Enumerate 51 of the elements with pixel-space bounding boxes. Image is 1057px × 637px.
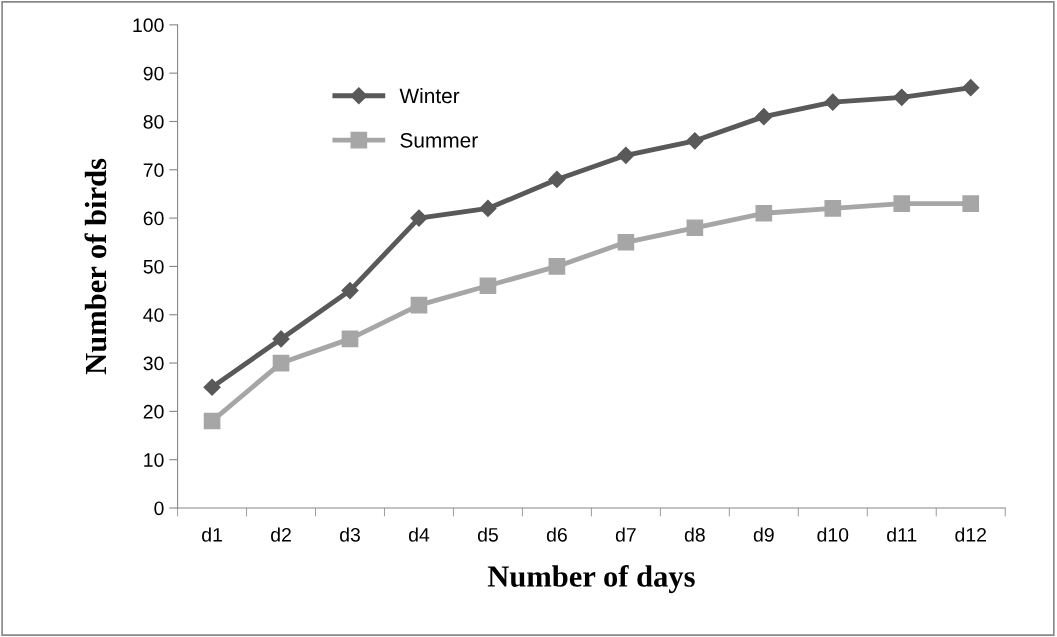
point xyxy=(479,277,497,295)
x-tick-label: d10 xyxy=(817,527,849,542)
y-tick-label: 40 xyxy=(143,308,164,322)
y-tick-label: 80 xyxy=(143,114,164,129)
y-tick-label: 30 xyxy=(143,356,164,371)
x-tick-label: d4 xyxy=(408,527,430,542)
point xyxy=(686,132,704,150)
point xyxy=(341,330,359,348)
x-tick-label: d1 xyxy=(202,527,222,542)
y-tick-label: 60 xyxy=(143,211,164,226)
legend-label: Winter xyxy=(399,87,460,104)
x-tick-label: d5 xyxy=(477,527,498,542)
point xyxy=(479,199,497,217)
y-tick-label: 50 xyxy=(143,259,164,274)
y-tick-label: 0 xyxy=(154,501,164,516)
point xyxy=(341,282,359,300)
x-tick-label: d9 xyxy=(753,527,774,542)
x-tick-label: d3 xyxy=(340,527,360,542)
point xyxy=(548,258,566,275)
point xyxy=(272,354,290,372)
x-tick-label: d11 xyxy=(887,527,917,542)
point xyxy=(824,200,842,217)
y-tick-label: 20 xyxy=(143,404,164,419)
point xyxy=(203,412,221,430)
x-tick-label: d2 xyxy=(271,527,291,542)
y-tick-label: 10 xyxy=(144,453,164,467)
legend-label: Summer xyxy=(400,132,478,148)
point xyxy=(824,93,842,111)
point xyxy=(203,378,221,396)
point xyxy=(272,330,290,348)
y-tick-label: 90 xyxy=(143,66,164,81)
point xyxy=(755,108,773,126)
x-tick-label: d6 xyxy=(546,527,567,542)
x-tick-label: d12 xyxy=(955,527,986,542)
x-tick-label: d7 xyxy=(615,527,636,542)
y-tick-label: 70 xyxy=(143,163,164,178)
point xyxy=(617,146,635,164)
point xyxy=(893,88,911,106)
point xyxy=(686,219,704,237)
point xyxy=(410,209,428,227)
x-axis-title: Number of days xyxy=(487,565,695,594)
point xyxy=(893,195,911,212)
x-tick-label: d8 xyxy=(684,527,705,542)
point xyxy=(410,296,428,314)
y-tick-label: 100 xyxy=(133,18,164,33)
point xyxy=(617,233,635,251)
point xyxy=(962,195,980,212)
point xyxy=(962,79,980,97)
y-axis-title: Number of birds xyxy=(84,158,107,375)
point xyxy=(755,204,773,222)
point xyxy=(548,170,566,189)
